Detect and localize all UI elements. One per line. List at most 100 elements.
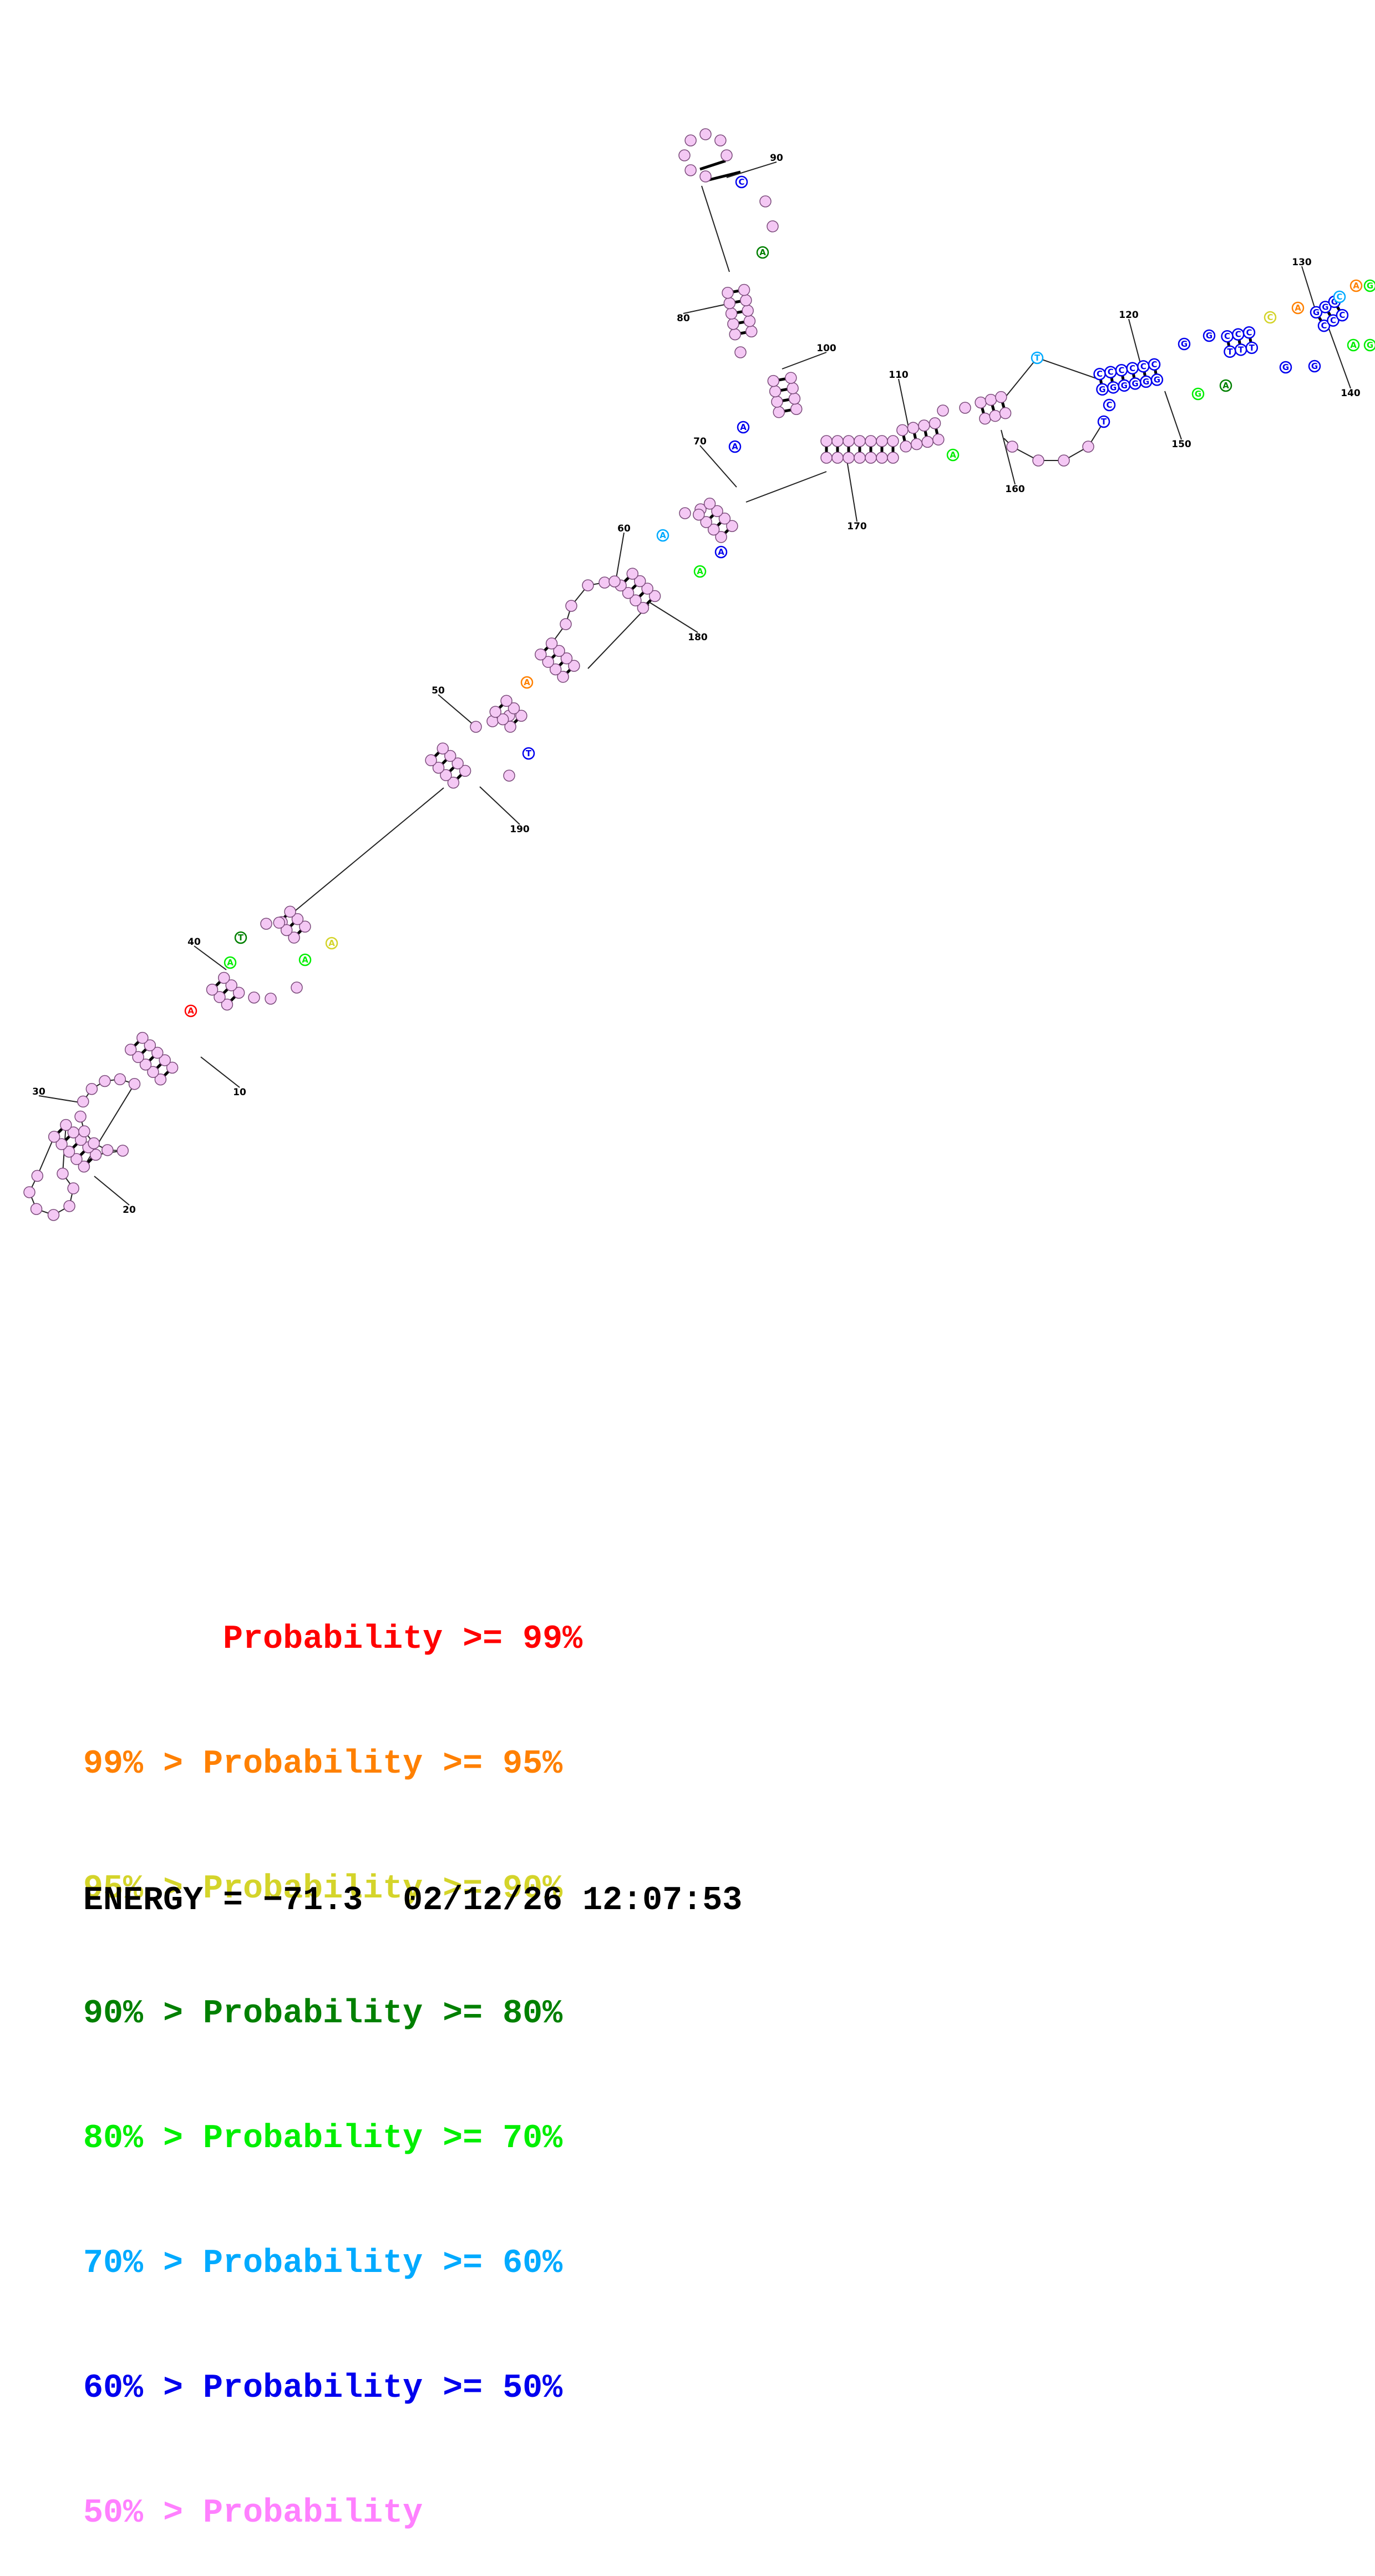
nucleotide: C	[1242, 326, 1256, 339]
nucleotide	[854, 435, 866, 447]
nucleotide: G	[1096, 383, 1109, 396]
svg-text:C: C	[1108, 367, 1114, 377]
timestamp: 02/12/26 12:07:53	[403, 1882, 743, 1920]
nucleotide	[48, 1131, 60, 1143]
position-label: 180	[688, 632, 708, 643]
nucleotide	[99, 1075, 111, 1087]
svg-text:A: A	[759, 247, 766, 257]
nucleotide: G	[1319, 301, 1332, 313]
nucleotide	[284, 905, 296, 918]
svg-text:G: G	[1195, 389, 1201, 399]
svg-text:A: A	[1350, 340, 1357, 350]
svg-text:G: G	[1110, 382, 1117, 392]
legend-prefix: 70% >	[83, 2245, 204, 2283]
nucleotide	[124, 1044, 137, 1056]
legend-label: Probability >= 99%	[223, 1621, 583, 1658]
nucleotide: A	[520, 676, 534, 689]
legend-row-p90: 95% > Probability >= 90%	[83, 1869, 582, 1910]
nucleotide	[937, 404, 949, 417]
position-label: 100	[816, 343, 836, 354]
nucleotide: G	[1203, 329, 1216, 342]
legend-label: Probability >= 50%	[203, 2370, 563, 2407]
nucleotide: G	[1139, 375, 1153, 388]
nucleotide	[151, 1046, 164, 1059]
svg-text:G: G	[1099, 384, 1105, 394]
nucleotide: G	[1191, 387, 1205, 401]
nucleotide	[900, 440, 912, 453]
nucleotide	[508, 702, 520, 715]
svg-text:A: A	[328, 938, 335, 948]
nucleotide	[678, 149, 691, 161]
svg-text:C: C	[1118, 365, 1124, 375]
nucleotide	[23, 1186, 35, 1198]
nucleotide: C	[1126, 362, 1139, 375]
svg-text:A: A	[732, 442, 738, 452]
nucleotide: C	[1115, 364, 1128, 377]
nucleotide	[734, 346, 747, 358]
legend-label: Probability >= 90%	[203, 1870, 563, 1908]
nucleotide	[767, 374, 780, 387]
nucleotide: G	[1178, 337, 1191, 351]
svg-text:A: A	[187, 1006, 194, 1016]
nucleotide	[679, 507, 691, 519]
svg-text:C: C	[1097, 369, 1103, 379]
nucleotide	[515, 710, 527, 722]
position-label: 10	[233, 1087, 246, 1098]
nucleotide	[641, 583, 653, 595]
position-label: 20	[123, 1205, 136, 1216]
svg-text:T: T	[1238, 345, 1244, 355]
nucleotide	[70, 1153, 83, 1165]
nucleotide: C	[1104, 366, 1117, 378]
nucleotide	[715, 531, 727, 543]
nucleotide	[932, 433, 945, 446]
nucleotide	[743, 315, 756, 327]
svg-text:T: T	[1034, 353, 1041, 363]
nucleotide	[722, 287, 734, 299]
nucleotide	[447, 776, 460, 789]
nucleotide: A	[224, 956, 237, 969]
nucleotide	[985, 393, 997, 406]
nucleotide	[568, 660, 580, 672]
svg-text:T: T	[1101, 417, 1107, 427]
position-label: 170	[847, 521, 867, 532]
nucleotide	[74, 1110, 87, 1123]
nucleotide: G	[1279, 361, 1292, 374]
nucleotide	[787, 382, 799, 394]
nucleotide	[723, 297, 736, 310]
position-label: 130	[1292, 257, 1312, 268]
nucleotide	[553, 645, 565, 657]
nucleotide	[820, 435, 833, 447]
nucleotide	[77, 1095, 89, 1108]
position-label: 160	[1005, 484, 1025, 495]
svg-text:C: C	[1224, 331, 1230, 341]
nucleotide	[114, 1073, 126, 1086]
nucleotide	[700, 516, 712, 528]
nucleotide: T	[1245, 341, 1259, 355]
nucleotide	[78, 1125, 90, 1137]
nucleotide	[425, 754, 437, 767]
nucleotide	[1058, 454, 1070, 467]
legend-row-p60: 70% > Probability >= 60%	[83, 2243, 582, 2285]
nucleotide	[598, 576, 611, 589]
nucleotide	[31, 1170, 44, 1182]
nucleotide	[721, 149, 733, 161]
nucleotide: G	[1308, 360, 1321, 373]
position-label: 90	[770, 153, 783, 164]
nucleotide	[887, 452, 899, 464]
nucleotide: C	[1333, 290, 1346, 303]
svg-text:A: A	[1295, 303, 1301, 313]
nucleotide	[865, 452, 877, 464]
nucleotide	[788, 392, 801, 405]
position-label: 140	[1341, 388, 1361, 399]
svg-text:T: T	[1227, 347, 1233, 357]
svg-text:A: A	[227, 958, 234, 968]
nucleotide	[921, 436, 933, 448]
legend-label: Probability	[203, 2494, 423, 2532]
nucleotide: C	[1221, 330, 1234, 343]
nucleotide	[470, 721, 482, 733]
position-label: 30	[32, 1086, 45, 1097]
svg-text:G: G	[1282, 362, 1289, 372]
nucleotide	[144, 1039, 156, 1051]
probability-legend: Probability >= 99% 99% > Probability >= …	[83, 1536, 582, 2576]
